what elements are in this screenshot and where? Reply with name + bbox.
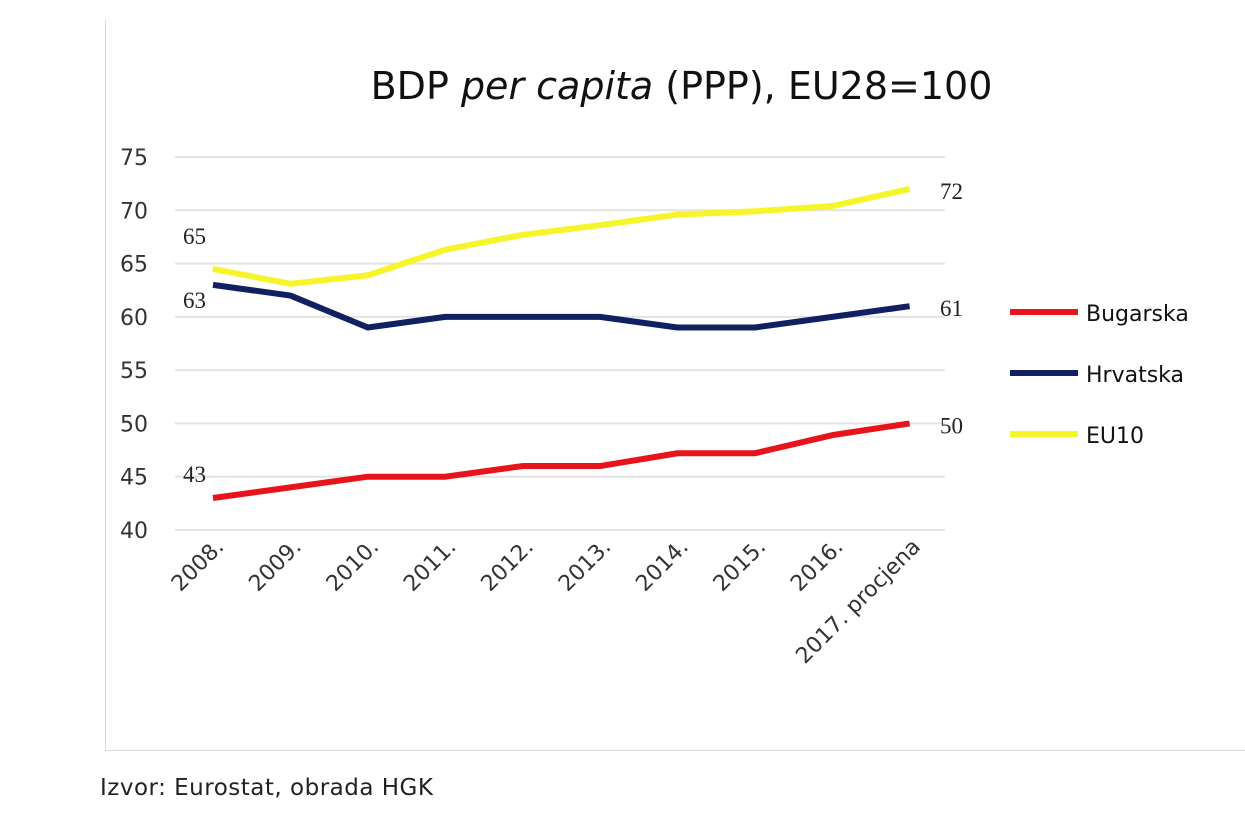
y-tick-label: 60 [120, 306, 148, 331]
title-part: BDP [370, 64, 461, 108]
legend-label: EU10 [1086, 424, 1144, 449]
source-note: Izvor: Eurostat, obrada HGK [100, 775, 434, 801]
legend-label: Hrvatska [1086, 363, 1184, 388]
data-label-first: 43 [183, 462, 206, 487]
x-tick-label: 2011. [399, 535, 461, 597]
y-tick-label: 75 [120, 146, 148, 171]
x-tick-label: 2008. [167, 535, 229, 597]
series-line-hrvatska [212, 281, 911, 331]
y-tick-label: 40 [120, 519, 148, 544]
y-tick-label: 45 [120, 466, 148, 491]
y-tick-label: 50 [120, 412, 148, 437]
data-label-last: 61 [940, 296, 963, 321]
x-tick-label: 2012. [477, 535, 539, 597]
chart-frame [105, 20, 1245, 751]
x-tick-label: 2013. [554, 535, 616, 597]
title-part: (PPP), EU28=100 [653, 64, 993, 108]
data-label-first: 65 [183, 224, 206, 249]
series-line-eu10 [212, 186, 911, 287]
chart-title: BDP per capita (PPP), EU28=100 [0, 64, 1245, 108]
data-label-last: 50 [940, 413, 963, 438]
x-tick-label: 2010. [322, 535, 384, 597]
y-tick-label: 70 [120, 199, 148, 224]
y-tick-label: 55 [120, 359, 148, 384]
data-label-first: 63 [183, 288, 206, 313]
x-tick-label: 2009. [244, 535, 306, 597]
title-italic-part: per capita [460, 64, 654, 108]
data-label-last: 72 [940, 179, 963, 204]
legend-label: Bugarska [1086, 302, 1189, 327]
x-tick-label: 2015. [709, 535, 771, 597]
x-tick-label: 2014. [631, 535, 693, 597]
series-line-bugarska [212, 420, 911, 502]
y-tick-label: 65 [120, 253, 148, 278]
x-tick-label: 2016. [786, 535, 848, 597]
